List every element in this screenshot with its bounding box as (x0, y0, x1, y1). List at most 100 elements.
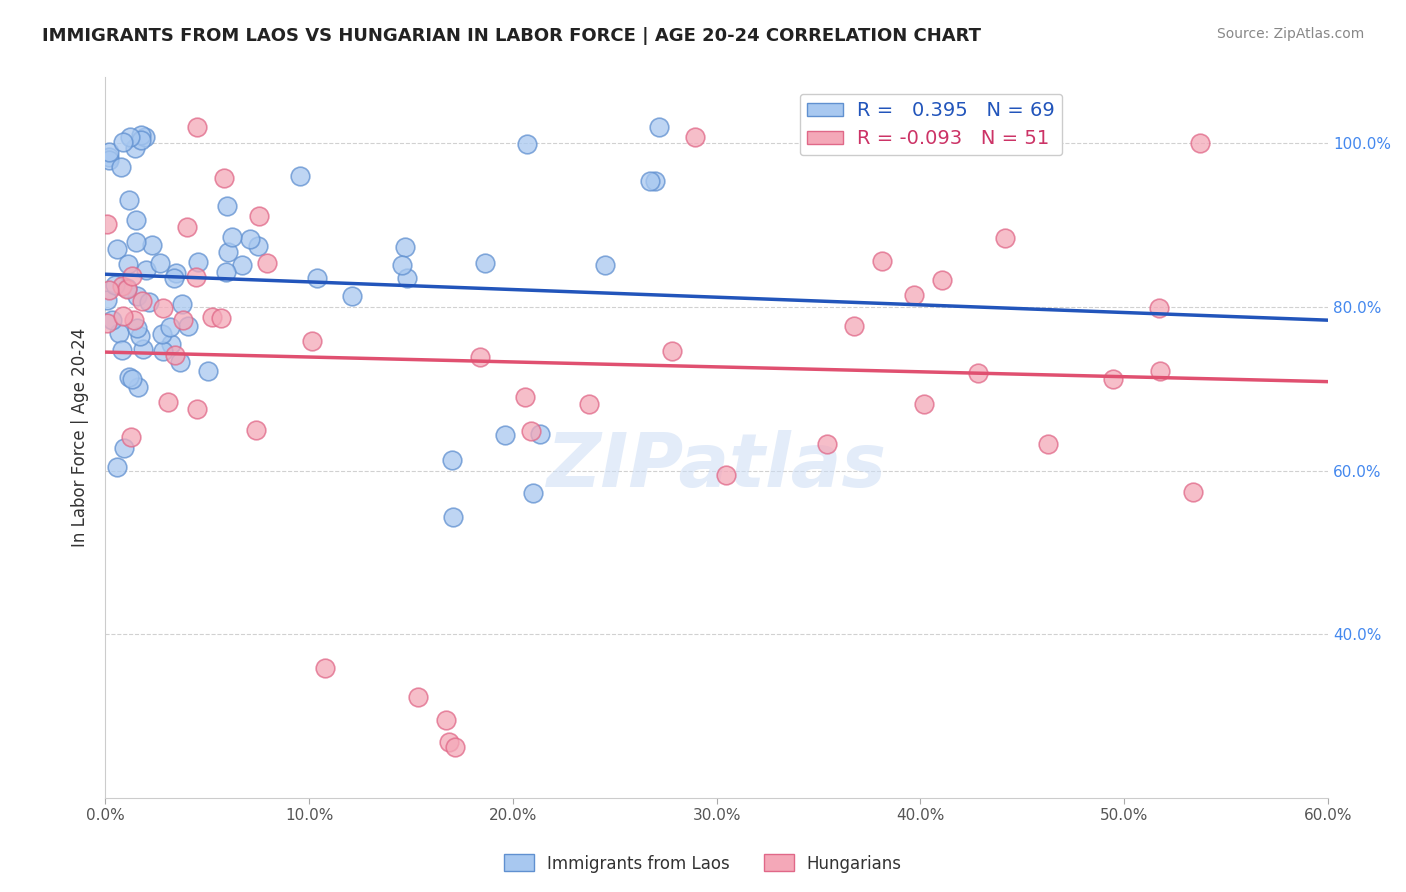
Point (163, 348, 186, 362)
Point (245, 423, 267, 437)
Point (515, 390, 537, 404)
Point (239, 232, 262, 246)
Point (186, 120, 208, 134)
Point (200, 310, 222, 325)
Point (150, 326, 173, 341)
Point (187, 255, 209, 269)
Point (105, 242, 128, 256)
Text: Source: ZipAtlas.com: Source: ZipAtlas.com (1216, 27, 1364, 41)
Point (1149, 301, 1171, 315)
Point (149, 256, 172, 270)
Point (101, 313, 124, 327)
Point (127, 289, 149, 303)
Point (186, 401, 208, 416)
Point (441, 510, 464, 524)
Point (112, 441, 135, 455)
Point (118, 370, 141, 384)
Point (104, 278, 127, 293)
Point (121, 269, 143, 284)
Point (97, 145, 120, 160)
Point (111, 278, 134, 293)
Point (120, 430, 142, 444)
Point (125, 213, 148, 227)
Point (110, 160, 132, 174)
Point (444, 739, 467, 754)
Point (118, 193, 141, 207)
Point (246, 239, 269, 253)
Point (221, 230, 243, 244)
Point (217, 199, 239, 213)
Point (931, 273, 953, 287)
Point (118, 130, 141, 145)
Point (111, 135, 134, 149)
Point (256, 255, 278, 269)
Point (872, 254, 894, 268)
Point (121, 372, 143, 386)
Point (98, 153, 121, 167)
Point (117, 257, 139, 271)
Point (391, 258, 413, 272)
Point (474, 256, 496, 270)
Point (125, 235, 148, 249)
Point (129, 133, 152, 147)
Point (127, 380, 149, 394)
Point (519, 424, 541, 438)
Point (111, 343, 134, 357)
Point (96, 293, 118, 307)
Text: ZIPatlas: ZIPatlas (547, 430, 887, 503)
Point (685, 130, 707, 145)
Y-axis label: In Labor Force | Age 20-24: In Labor Force | Age 20-24 (72, 328, 89, 548)
Point (138, 294, 160, 309)
Point (134, 129, 156, 144)
Point (494, 427, 516, 442)
Point (98, 150, 121, 164)
Point (1188, 136, 1211, 150)
Point (129, 128, 152, 142)
Point (661, 343, 683, 358)
Point (172, 296, 194, 310)
Point (215, 265, 238, 279)
Point (184, 270, 207, 285)
Point (107, 326, 129, 341)
Point (96, 316, 118, 330)
Point (394, 239, 416, 253)
Point (173, 312, 195, 326)
Point (247, 209, 270, 223)
Point (903, 288, 925, 302)
Point (197, 363, 219, 377)
Point (644, 174, 666, 188)
Point (115, 282, 138, 296)
Point (994, 231, 1017, 245)
Point (817, 437, 839, 451)
Point (122, 313, 145, 327)
Point (578, 396, 600, 410)
Point (967, 366, 990, 380)
Point (159, 320, 181, 334)
Point (522, 486, 544, 500)
Point (124, 141, 146, 155)
Point (441, 452, 464, 467)
Point (1149, 364, 1171, 378)
Point (912, 397, 935, 411)
Point (152, 344, 174, 359)
Point (117, 281, 139, 295)
Point (314, 661, 336, 675)
Point (716, 467, 738, 482)
Point (648, 120, 671, 134)
Point (396, 271, 419, 285)
Point (212, 171, 235, 186)
Point (169, 355, 191, 369)
Point (844, 318, 866, 333)
Point (593, 259, 616, 273)
Point (529, 426, 551, 441)
Point (470, 351, 492, 365)
Point (131, 293, 153, 308)
Point (1181, 485, 1204, 500)
Point (107, 459, 129, 474)
Point (437, 734, 460, 748)
Point (1102, 372, 1125, 386)
Point (434, 713, 457, 727)
Point (152, 301, 174, 315)
Point (406, 690, 429, 704)
Point (516, 136, 538, 151)
